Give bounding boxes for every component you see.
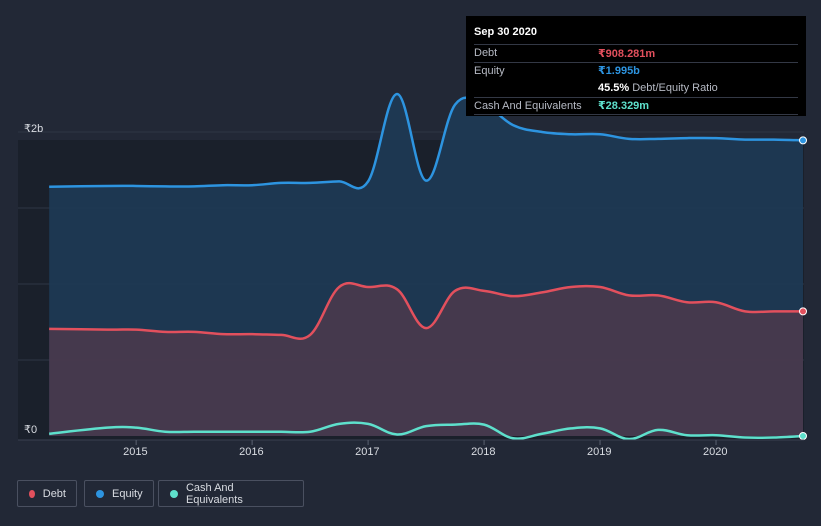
equity-endpoint <box>799 136 807 145</box>
debt-dot-icon <box>29 489 35 498</box>
debt-line <box>49 281 803 340</box>
equity-line <box>49 92 804 190</box>
y-tick-label-zero: ₹0 <box>24 424 38 436</box>
legend-label-debt: Debt <box>42 487 66 500</box>
legend-item-cash[interactable]: Cash And Equivalents <box>158 480 304 507</box>
tooltip-cash-row: Cash And Equivalents ₹28.329m <box>474 96 798 115</box>
x-tick-label: 2020 <box>703 446 728 458</box>
equity-dot-icon <box>96 489 104 498</box>
debt-endpoint <box>799 307 807 316</box>
legend-label-cash: Cash And Equivalents <box>185 481 243 506</box>
x-tick-label: 2015 <box>123 446 148 458</box>
x-tick-label: 2017 <box>355 446 380 458</box>
y-tick-label-top: ₹2b <box>24 123 44 135</box>
hover-tooltip: Sep 30 2020 Debt ₹908.281m Equity ₹1.995… <box>466 16 806 116</box>
x-tick-label: 2019 <box>587 446 612 458</box>
tooltip-equity-value: ₹1.995b <box>598 65 640 78</box>
tooltip-ratio-value: 45.5% <box>598 82 630 95</box>
tooltip-debt-value: ₹908.281m <box>598 47 656 60</box>
tooltip-equity-row: Equity ₹1.995b <box>474 61 798 80</box>
tooltip-date: Sep 30 2020 <box>474 26 537 38</box>
cash-endpoint <box>799 432 807 440</box>
x-tick-label: 2018 <box>471 446 496 458</box>
tooltip-debt-label: Debt <box>474 47 498 60</box>
tooltip-ratio-row: 45.5% Debt/Equity Ratio <box>474 79 798 97</box>
tooltip-debt-row: Debt ₹908.281m <box>474 44 798 62</box>
tooltip-equity-label: Equity <box>474 64 505 77</box>
debt-area <box>49 283 804 436</box>
legend-item-debt[interactable]: Debt <box>17 480 77 507</box>
cash-dot-icon <box>170 489 178 498</box>
tooltip-cash-value: ₹28.329m <box>598 100 650 113</box>
x-tick-label: 2016 <box>239 446 264 458</box>
legend-label-equity: Equity <box>112 487 143 500</box>
legend-item-equity[interactable]: Equity <box>84 480 154 507</box>
tooltip-cash-label: Cash And Equivalents <box>474 99 582 112</box>
cash-line <box>49 421 804 441</box>
tooltip-ratio-label: Debt/Equity Ratio <box>632 82 718 95</box>
